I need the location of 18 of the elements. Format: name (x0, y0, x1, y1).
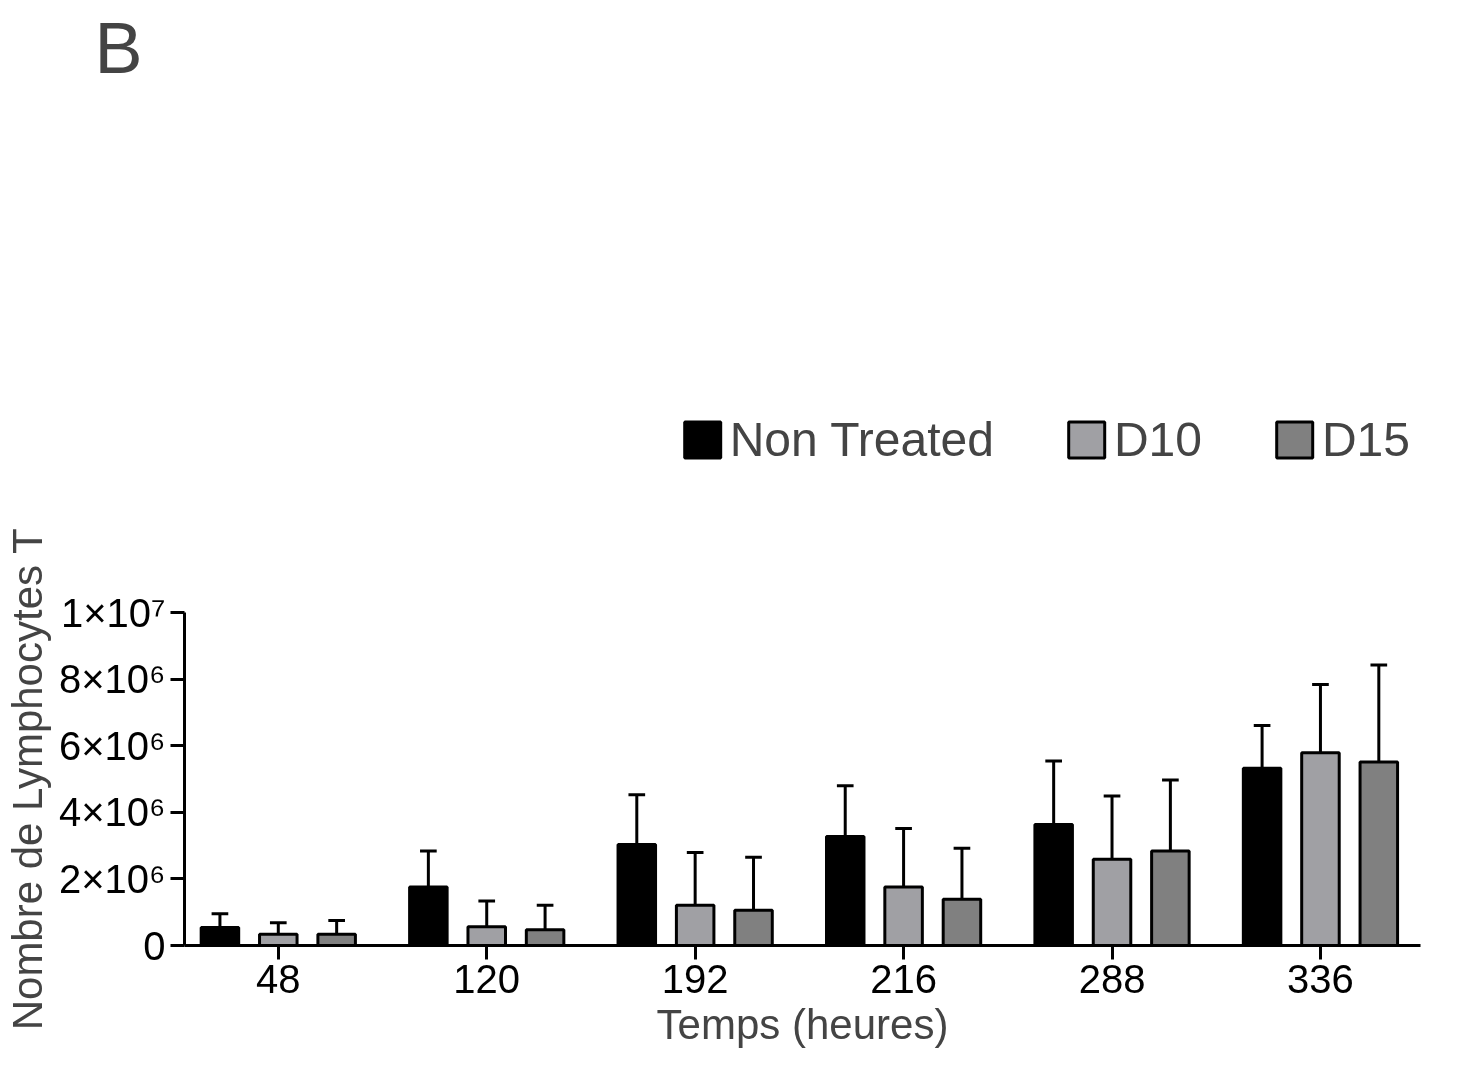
y-tick-label: 0 (143, 923, 166, 968)
y-tick-label: 1×10⁷ (60, 590, 166, 635)
legend-label: D15 (1321, 412, 1410, 467)
x-tick-label: 216 (870, 956, 937, 1001)
x-tick-label: 288 (1078, 956, 1146, 1001)
x-tick-label: 48 (256, 956, 301, 1001)
text: B (94, 7, 143, 88)
x-tick-label: 192 (661, 956, 729, 1001)
y-tick-label: 2×10⁶ (58, 856, 166, 901)
y-tick-label: 4×10⁶ (58, 790, 166, 835)
y-axis-title: Nombre de Lymphocytes T (3, 528, 51, 1031)
y-tick-label: 6×10⁶ (58, 723, 166, 768)
x-axis-title: Temps (heures) (656, 1000, 949, 1048)
legend-label: Non Treated (729, 412, 994, 467)
legend-label: D10 (1113, 412, 1202, 467)
y-tick-label: 8×10⁶ (58, 657, 166, 702)
x-tick-label: 120 (453, 956, 521, 1001)
x-tick-label: 336 (1287, 956, 1354, 1001)
